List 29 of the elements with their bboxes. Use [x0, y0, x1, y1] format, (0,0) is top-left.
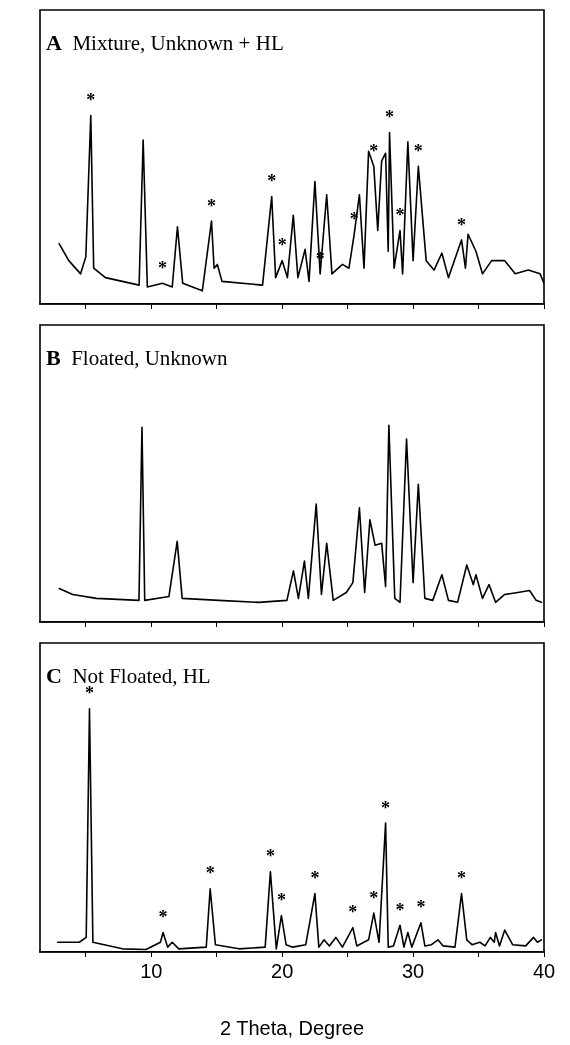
- annotation: *: [416, 897, 426, 918]
- annotation: *: [206, 195, 216, 216]
- annotation: *: [457, 214, 467, 235]
- annotation: *: [348, 902, 358, 923]
- annotation: *: [157, 257, 167, 278]
- annotation: *: [385, 107, 395, 128]
- annotation: *: [277, 235, 287, 256]
- annotation: *: [267, 171, 277, 192]
- chart-title: A Mixture, Unknown + HL: [46, 30, 284, 55]
- annotation: *: [158, 907, 168, 928]
- annotation: *: [276, 890, 286, 911]
- annotation: *: [84, 683, 94, 704]
- annotation: *: [457, 868, 467, 889]
- x-tick-label: 20: [271, 959, 294, 982]
- x-axis-title: 2 Theta, Degree: [219, 1016, 365, 1039]
- x-tick-label: 30: [401, 959, 425, 982]
- annotation: *: [381, 797, 391, 818]
- annotation: *: [369, 141, 379, 162]
- x-tick-label: 10: [140, 959, 163, 982]
- annotation: *: [395, 205, 405, 226]
- annotation: *: [265, 846, 275, 867]
- annotation: *: [205, 863, 215, 884]
- chart-title: B Floated, Unknown: [46, 345, 228, 370]
- annotation: *: [413, 141, 423, 162]
- annotation: *: [395, 899, 405, 920]
- annotation: *: [310, 868, 320, 889]
- annotation: *: [86, 90, 96, 111]
- annotation: *: [369, 887, 379, 908]
- x-tick-label: 40: [532, 959, 556, 982]
